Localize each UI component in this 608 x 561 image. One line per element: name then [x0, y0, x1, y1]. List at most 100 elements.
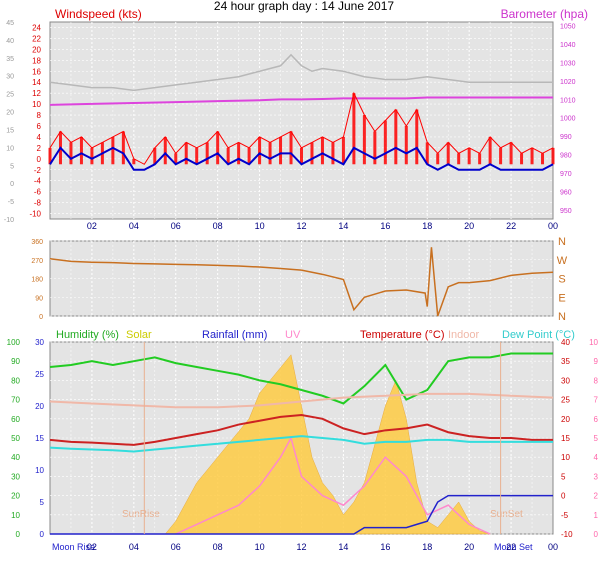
- x-tick-label-wind: 14: [338, 221, 348, 231]
- solar-area: [164, 354, 491, 535]
- baro-tick-label: 1050: [560, 24, 576, 31]
- x-tick-label-wind: 12: [296, 221, 306, 231]
- x-tick-label-wind: 20: [464, 221, 474, 231]
- uv-tick-label: 10: [589, 338, 598, 347]
- baro-tick-label: 960: [560, 189, 572, 196]
- wind-tick-label: 0: [37, 155, 42, 164]
- legend-humidity: Humidity (%): [56, 329, 119, 341]
- uv-tick-label: 4: [594, 453, 599, 462]
- rain-tick-label: 30: [35, 338, 44, 347]
- x-tick-label-multi: 06: [171, 542, 181, 552]
- x-tick-label-wind: 04: [129, 221, 139, 231]
- temp-tick-label: 30: [561, 376, 570, 385]
- legend-rainfall: Rainfall (mm): [202, 329, 267, 341]
- direction-line: [49, 247, 554, 317]
- axis-ticks: 0202040406060808101012121414161618182020…: [4, 20, 599, 552]
- gust-bar: [310, 142, 314, 165]
- x-tick-label-multi: 12: [296, 542, 306, 552]
- uv-tick-label: 2: [594, 492, 599, 501]
- gust-bar: [446, 142, 450, 165]
- chart-title: 24 hour graph day : 14 June 2017: [214, 0, 394, 13]
- legend-temperature: Temperature (°C): [360, 329, 444, 341]
- gust-bar: [467, 147, 471, 165]
- gust-bar: [509, 142, 513, 165]
- wind-tick-label: -4: [34, 177, 42, 186]
- compass-label: S: [558, 274, 565, 286]
- gust-bar: [320, 136, 324, 165]
- temp-tick-label: 40: [561, 338, 570, 347]
- barometer-line: [49, 96, 553, 106]
- baro-tick-label: 990: [560, 134, 572, 141]
- dewpoint-line: [49, 435, 553, 453]
- outer-tick-label: 25: [6, 92, 14, 99]
- moonset-label: Moon Set: [494, 542, 533, 552]
- wind-label: Windspeed (kts): [55, 7, 142, 21]
- gust-bar: [362, 115, 366, 165]
- uv-tick-label: 1: [594, 511, 599, 520]
- chart-marks: [48, 53, 555, 535]
- gust-bar: [383, 120, 387, 165]
- x-tick-label-multi: 02: [87, 542, 97, 552]
- gust-bar: [48, 147, 52, 165]
- wind-tick-label: 2: [37, 144, 42, 153]
- rain-tick-label: 5: [40, 498, 45, 507]
- direction-tick-label: 180: [31, 277, 43, 284]
- gust-max-line: [49, 53, 553, 92]
- x-tick-label-wind: 22: [506, 221, 516, 231]
- wind-tick-label: 20: [32, 45, 41, 54]
- x-tick-label-multi: 22: [506, 542, 516, 552]
- temp-tick-label: 5: [561, 472, 566, 481]
- humidity-tick-label: 60: [11, 415, 20, 424]
- gust-bar: [415, 109, 419, 165]
- wind-tick-label: -2: [34, 166, 42, 175]
- gust-bar: [373, 131, 377, 165]
- gust-bar: [121, 131, 125, 165]
- legend-dewpoint: Dew Point (°C): [502, 329, 575, 341]
- wind-tick-label: 10: [32, 100, 41, 109]
- wind-tick-label: -10: [29, 210, 41, 219]
- legend-solar: Solar: [126, 329, 152, 341]
- humidity-tick-label: 70: [11, 396, 20, 405]
- x-tick-label-multi: 18: [422, 542, 432, 552]
- baro-tick-label: 1010: [560, 97, 576, 104]
- humidity-tick-label: 100: [7, 338, 21, 347]
- gust-bar: [520, 153, 524, 165]
- wind-tick-label: -6: [34, 188, 42, 197]
- gust-bar: [153, 147, 157, 165]
- outer-tick-label: 35: [6, 56, 14, 63]
- compass-label: N: [558, 236, 566, 248]
- gust-bar: [404, 125, 408, 165]
- gust-bar: [247, 147, 251, 165]
- temp-tick-label: 35: [561, 357, 570, 366]
- uv-tick-label: 8: [594, 376, 599, 385]
- rainfall-line: [50, 494, 553, 535]
- humidity-tick-label: 50: [11, 434, 20, 443]
- uv-tick-label: 7: [594, 396, 599, 405]
- moonrise-label: Moon Rise: [52, 542, 95, 552]
- wind-tick-label: 18: [32, 56, 41, 65]
- legend-indoor: Indoor: [448, 329, 480, 341]
- gust-bar: [237, 142, 241, 165]
- x-tick-label-multi: 08: [213, 542, 223, 552]
- temp-tick-label: 10: [561, 453, 570, 462]
- gust-bar: [195, 147, 199, 165]
- gust-bar: [258, 136, 262, 165]
- compass-label: N: [558, 311, 566, 323]
- x-tick-label-wind: 02: [87, 221, 97, 231]
- legend-uv: UV: [285, 329, 301, 341]
- wind-tick-label: 4: [37, 133, 42, 142]
- humidity-tick-label: 80: [11, 376, 20, 385]
- gust-bar: [436, 153, 440, 165]
- gust-bar: [478, 153, 482, 165]
- gust-bar: [530, 147, 534, 165]
- gust-bar: [300, 147, 303, 165]
- sunrise-label: SunRise: [122, 509, 160, 520]
- humidity-tick-label: 20: [11, 492, 20, 501]
- gust-bar: [184, 142, 188, 165]
- outer-tick-label: -10: [4, 217, 14, 224]
- gust-bar: [551, 147, 555, 165]
- wind-tick-label: 12: [32, 89, 41, 98]
- temp-tick-label: 15: [561, 434, 570, 443]
- temp-tick-label: -5: [561, 511, 569, 520]
